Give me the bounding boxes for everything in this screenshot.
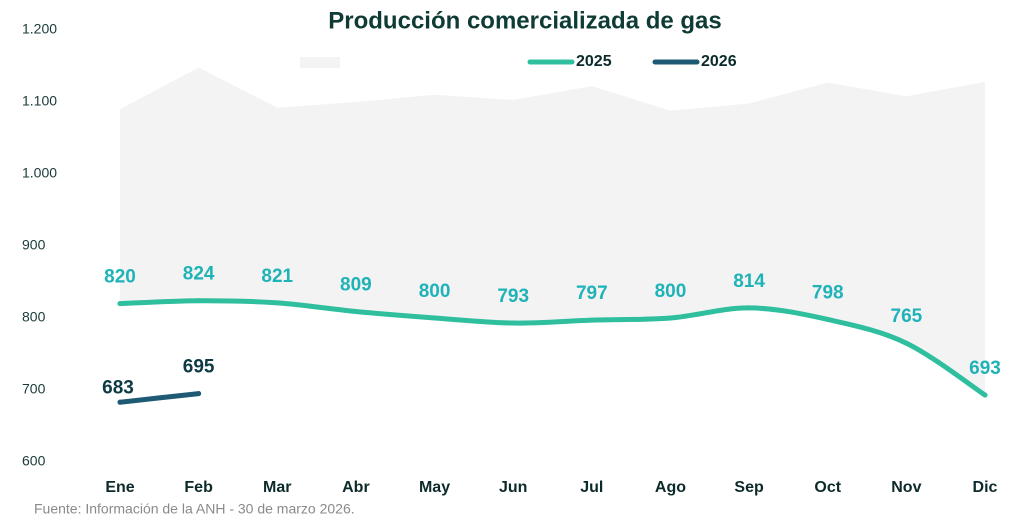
point — [117, 399, 123, 405]
x-tick-label: Sep — [734, 479, 764, 496]
data-label: 798 — [812, 282, 844, 303]
data-label: 765 — [891, 306, 923, 327]
point — [903, 340, 909, 346]
point — [274, 300, 280, 306]
y-tick-label: 800 — [22, 309, 46, 325]
point — [982, 392, 988, 398]
data-label: 824 — [183, 264, 215, 285]
data-label: 693 — [969, 358, 1001, 379]
x-tick-label: Oct — [814, 479, 841, 496]
x-tick-label: Nov — [891, 479, 921, 496]
area — [120, 67, 985, 396]
x-tick-label: Jul — [580, 479, 603, 496]
y-tick-label: 600 — [22, 453, 46, 469]
data-label: 695 — [183, 357, 215, 378]
x-tick-label: Dic — [973, 479, 998, 496]
source-note: Fuente: Información de la ANH - 30 de ma… — [34, 501, 355, 517]
y-tick-label: 1.200 — [22, 21, 57, 37]
data-label: 683 — [102, 377, 134, 398]
point — [825, 316, 831, 322]
data-label: 797 — [576, 283, 608, 304]
x-tick-label: Ago — [655, 479, 686, 496]
legend-swatch — [300, 57, 340, 68]
y-tick-label: 1.100 — [22, 93, 57, 109]
data-label: 800 — [655, 281, 687, 302]
line — [117, 391, 202, 405]
y-tick-label: 1.000 — [22, 165, 57, 181]
point — [353, 309, 359, 315]
x-tick-label: Ene — [105, 479, 134, 496]
y-tick-label: 700 — [22, 381, 46, 397]
x-tick-label: Mar — [263, 479, 291, 496]
data-label: 800 — [419, 281, 451, 302]
x-tick-label: Jun — [499, 479, 527, 496]
data-label: 809 — [340, 275, 372, 296]
point — [196, 298, 202, 304]
point — [117, 301, 123, 307]
y-tick-label: 900 — [22, 237, 46, 253]
data-label: 820 — [104, 267, 136, 288]
x-tick-label: Feb — [184, 479, 213, 496]
point — [510, 320, 516, 326]
point — [432, 315, 438, 321]
x-tick-label: May — [419, 479, 450, 496]
point — [196, 391, 202, 397]
point — [589, 317, 595, 323]
point — [667, 315, 673, 321]
point — [746, 305, 752, 311]
legend-label: 2026 — [701, 53, 737, 70]
chart-title: Producción comercializada de gas — [328, 7, 721, 34]
data-label: 793 — [497, 286, 529, 307]
data-label: 814 — [733, 271, 765, 292]
x-tick-label: Abr — [342, 479, 370, 496]
line — [117, 298, 988, 398]
legend-label: 2025 — [576, 53, 612, 70]
data-label: 821 — [261, 266, 293, 287]
